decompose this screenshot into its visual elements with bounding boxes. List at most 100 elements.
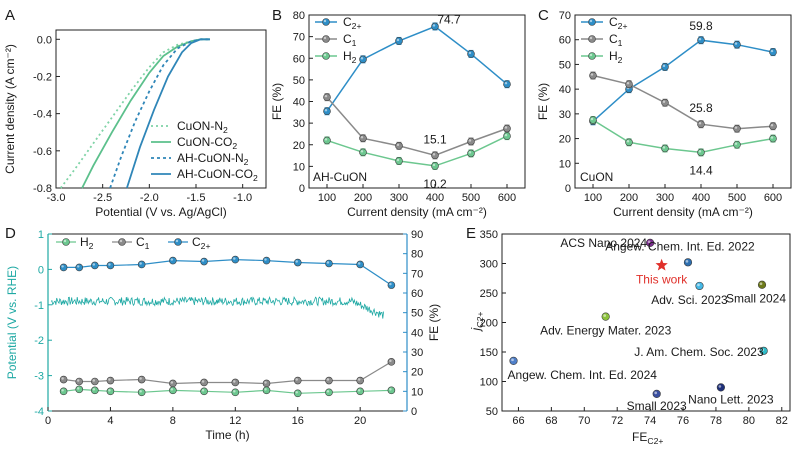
panel-d-point [200, 378, 208, 387]
panel-b-series-0 [326, 25, 508, 112]
panel-e-point-1-highlight [685, 259, 689, 263]
panel-d-point [59, 263, 68, 272]
panel-e-ytick-label: 150 [480, 347, 498, 359]
panel-c-legend-label-0: C2+ [609, 15, 628, 31]
panel-e-xtick-label: 68 [545, 415, 557, 427]
panel-d-y2tick-label: 30 [411, 347, 423, 359]
panel-b-point-highlight [396, 143, 400, 147]
panel-a-ylabel: Current density (A cm⁻²) [3, 44, 17, 174]
panel-c-frame [574, 14, 792, 189]
panel-d-point-highlight [295, 378, 298, 381]
panel-d-point [59, 387, 68, 396]
panel-c-ytick-label: 50 [559, 59, 571, 71]
panel-c-point [625, 138, 633, 147]
panel-b-ytick-label: 80 [293, 10, 305, 22]
panel-b-point [323, 93, 331, 101]
panel-d-point [137, 260, 146, 269]
panel-b-point-highlight [396, 38, 400, 42]
panel-c-series-0 [592, 39, 774, 122]
panel-b-point-highlight [360, 136, 364, 139]
panel-d-point [325, 376, 333, 385]
panel-b-point [503, 124, 511, 133]
panel-d-point [325, 388, 333, 397]
panel-b-point-highlight [432, 163, 436, 167]
panel-d-point-highlight [326, 261, 330, 264]
panel-b-series-2 [326, 135, 508, 167]
panel-d-point [106, 387, 115, 396]
panel-e-ytick-label: 100 [480, 377, 498, 389]
panel-c-legend-marker-0 [588, 18, 596, 26]
panel-b-point-highlight [468, 139, 472, 142]
panel-d-point [356, 376, 364, 385]
panel-e-point-label-8: Small 2023 [627, 399, 687, 413]
panel-c-point [733, 140, 741, 149]
panel-c-data-label-2: 14.4 [689, 163, 713, 177]
panel-d-xtick-label: 8 [170, 415, 176, 427]
panel-d-point-highlight [108, 263, 111, 266]
panel-d-point-highlight [170, 258, 174, 261]
panel-d-legend-label-2: C2+ [192, 235, 211, 251]
panel-d-xtick-label: 16 [292, 415, 304, 427]
panel-b-series-1 [326, 96, 508, 157]
panel-b-fe-chart: 100 200 300 400 500 600 0 10 20 30 40 50 60 70 80 Curre… [270, 10, 526, 219]
panel-d-point [387, 358, 396, 366]
panel-d-point [137, 375, 146, 384]
panel-b-point [503, 132, 511, 140]
panel-e-point-label-2: This work [636, 272, 688, 286]
panel-c-point [697, 148, 705, 157]
panel-d-y2tick-label: 40 [411, 327, 423, 339]
panel-d-point-highlight [233, 390, 236, 393]
panel-b-point [431, 151, 439, 160]
panel-b-data-label-0: 74.7 [437, 12, 461, 26]
panel-c-legend-label-1: C1 [609, 32, 623, 48]
panel-d-ylabel: Potential (V vs. RHE) [5, 266, 19, 379]
panel-d-point-highlight [170, 388, 174, 391]
panel-b-point-highlight [324, 138, 328, 141]
panel-d-point-highlight [76, 379, 80, 382]
panel-b-frame [308, 14, 526, 189]
panel-d-point [169, 379, 177, 388]
panel-c-point [769, 122, 777, 131]
panel-b-point-highlight [432, 24, 436, 27]
panel-c-point-highlight [590, 117, 594, 121]
panel-a-series-1 [81, 38, 210, 189]
panel-b-point-highlight [324, 109, 328, 112]
panel-d-point-highlight [76, 387, 80, 390]
panel-b-ytick-label: 30 [293, 118, 305, 130]
panel-c-xtick-label: 200 [620, 192, 638, 204]
panel-d-y2tick-label: 90 [411, 229, 423, 241]
panel-a-legend-label-1: CuON-CO2 [177, 135, 237, 151]
panel-b-point [359, 55, 367, 64]
panel-e-point-3-highlight [697, 283, 700, 287]
panel-b-sample-label: AH-CuON [313, 170, 367, 184]
panel-d-point [91, 377, 99, 386]
panel-a-xlabel: Potential (V vs. Ag/AgCl) [95, 205, 226, 219]
panel-d-y2tick-label: 80 [411, 249, 423, 261]
panel-c-xtick-label: 300 [656, 192, 674, 204]
panel-d-y2tick-label: 10 [411, 386, 423, 398]
panel-a-xtick-label: -2.5 [93, 192, 112, 204]
panel-d-point-highlight [108, 389, 111, 392]
panel-d-point [231, 378, 240, 387]
panel-d-point [356, 260, 364, 269]
panel-e-point-3 [695, 281, 704, 291]
panel-b-xtick-label: 200 [354, 192, 372, 204]
panel-e-xtick-label: 72 [611, 415, 623, 427]
panel-c-legend-marker-1-highlight [589, 36, 593, 40]
panel-b-point-highlight [468, 151, 472, 154]
panel-b-legend-marker-0-highlight [323, 19, 327, 23]
panel-e-point-label-9: Nano Lett. 2023 [688, 392, 774, 406]
panel-c-xtick-label: 100 [584, 192, 602, 204]
panel-d-point [91, 261, 99, 270]
panel-c-point [733, 40, 741, 49]
panel-d-point-highlight [295, 260, 298, 263]
panel-c-sample-label: CuON [580, 170, 613, 184]
panel-e-ytick-label: 300 [480, 259, 498, 271]
panel-d-xlabel: Time (h) [205, 428, 249, 442]
panel-c-xlabel: Current density (mA cm⁻²) [613, 205, 753, 219]
panel-e-point-label-0: ACS Nano 2024 [560, 236, 647, 250]
panel-c-point [769, 134, 777, 143]
panel-d-point-highlight [264, 381, 267, 384]
panel-e-point-1 [683, 258, 693, 267]
panel-e-xtick-label: 78 [710, 415, 722, 427]
